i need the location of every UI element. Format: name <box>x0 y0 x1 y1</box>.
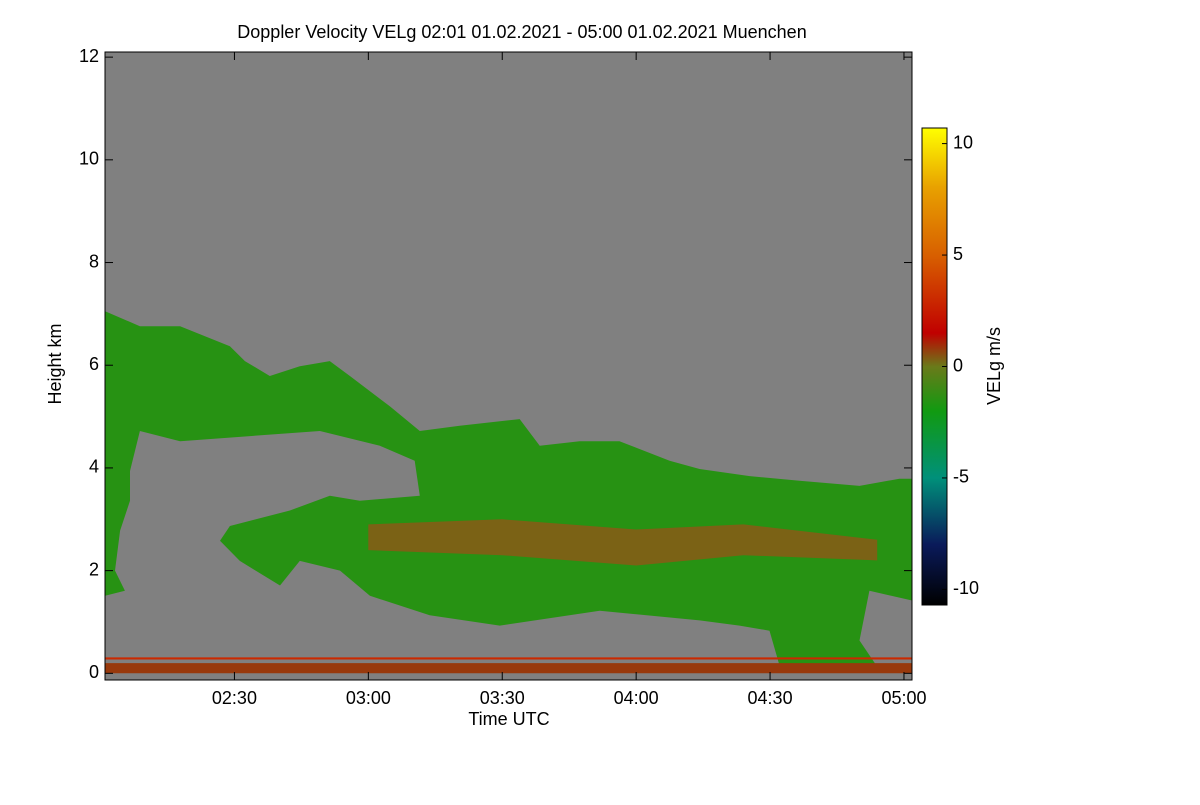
x-tick-label: 03:30 <box>480 688 525 708</box>
colorbar-tick-label: 0 <box>953 355 963 375</box>
y-tick-label: 0 <box>89 662 99 682</box>
x-tick-label: 04:00 <box>614 688 659 708</box>
colorbar-tick-label: -10 <box>953 578 979 598</box>
y-tick-label: 8 <box>89 251 99 271</box>
y-tick-label: 2 <box>89 559 99 579</box>
chart-title: Doppler Velocity VELg 02:01 01.02.2021 -… <box>237 22 806 42</box>
y-tick-label: 6 <box>89 354 99 374</box>
x-tick-label: 03:00 <box>346 688 391 708</box>
colorbar-label: VELg m/s <box>984 327 1004 405</box>
plot-frame <box>104 51 913 681</box>
x-tick-label: 04:30 <box>748 688 793 708</box>
x-tick-label: 05:00 <box>881 688 926 708</box>
y-axis-label: Height km <box>45 323 65 404</box>
y-tick-label: 10 <box>79 149 99 169</box>
colorbar-tick-label: -5 <box>953 467 969 487</box>
colorbar-tick-label: 10 <box>953 132 973 152</box>
velocity-region <box>105 311 912 671</box>
velocity-region <box>105 657 912 660</box>
x-axis-label: Time UTC <box>468 709 549 729</box>
velocity-region <box>368 519 878 566</box>
y-tick-label: 4 <box>89 457 99 477</box>
colorbar-tick-label: 5 <box>953 244 963 264</box>
velocity-region <box>105 663 912 674</box>
x-tick-label: 02:30 <box>212 688 257 708</box>
y-tick-label: 12 <box>79 46 99 66</box>
